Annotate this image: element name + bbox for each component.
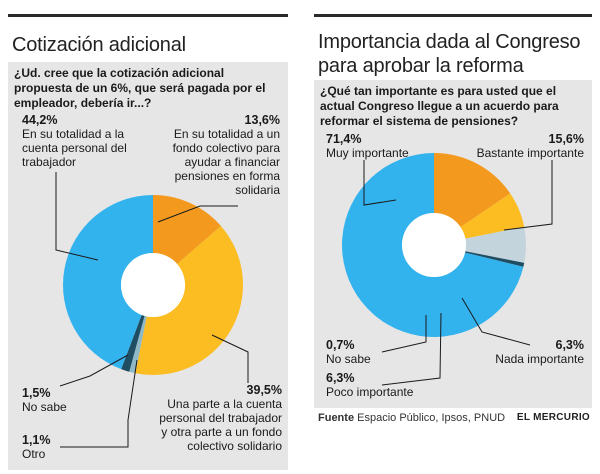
source-text: Espacio Público, Ipsos, PNUD bbox=[357, 412, 506, 424]
donut-slice bbox=[465, 226, 526, 263]
leader-line bbox=[55, 172, 99, 261]
leader-line bbox=[461, 297, 531, 346]
label-no-sabe: 0,7% No sabe bbox=[326, 338, 426, 366]
label-pct: 71,4% bbox=[326, 132, 362, 146]
donut-chart-right bbox=[342, 153, 553, 386]
label-pct: 6,3% bbox=[555, 338, 585, 352]
label-nada: 6,3% Nada importante bbox=[474, 338, 584, 366]
source-label: Fuente bbox=[318, 412, 355, 424]
label-mixto: 39,5% Una parte a la cuenta personal del… bbox=[150, 383, 282, 453]
donut-slice bbox=[153, 195, 221, 265]
label-poco: 6,3% Poco importante bbox=[326, 371, 436, 399]
label-no-sabe: 1,5% No sabe bbox=[22, 386, 112, 414]
label-text: Poco importante bbox=[326, 385, 414, 399]
donut-slice bbox=[62, 195, 153, 370]
label-text: En su totalidad a la cuenta personal del… bbox=[22, 127, 127, 169]
left-panel: Cotización adicional ¿Ud. cree que la co… bbox=[0, 0, 296, 474]
label-pct: 0,7% bbox=[326, 338, 355, 352]
label-pct: 39,5% bbox=[246, 383, 282, 397]
label-muy: 71,4% Muy importante bbox=[326, 132, 436, 160]
label-text: Muy importante bbox=[326, 146, 409, 160]
donut-hole bbox=[121, 253, 185, 317]
leader-line bbox=[363, 160, 397, 206]
donut-slice bbox=[129, 315, 147, 374]
label-otro: 1,1% Otro bbox=[22, 433, 112, 461]
label-pct: 6,3% bbox=[326, 371, 355, 385]
donut-slice bbox=[465, 251, 525, 267]
donut-chart-left bbox=[55, 172, 249, 448]
donut-hole bbox=[402, 213, 466, 277]
label-text: Nada importante bbox=[495, 352, 584, 366]
label-text: Otro bbox=[22, 447, 46, 461]
title-rule bbox=[8, 14, 288, 17]
donut-slice bbox=[434, 153, 511, 228]
brand-logo: EL MERCURIO bbox=[516, 412, 590, 423]
question-text: ¿Ud. cree que la cotización adicional pr… bbox=[14, 66, 266, 110]
label-text: Bastante importante bbox=[476, 146, 584, 160]
leader-line bbox=[59, 354, 129, 387]
title-rule bbox=[314, 14, 592, 17]
label-pct: 44,2% bbox=[22, 113, 58, 127]
leader-line bbox=[157, 205, 238, 223]
label-text: No sabe bbox=[326, 352, 371, 366]
label-text: Una parte a la cuenta personal del traba… bbox=[159, 397, 282, 453]
donut-slice bbox=[342, 153, 524, 338]
leader-line bbox=[60, 359, 138, 448]
question-text: ¿Qué tan importante es para usted que el… bbox=[320, 84, 559, 128]
label-pct: 15,6% bbox=[548, 132, 584, 146]
label-pct: 1,1% bbox=[22, 433, 51, 447]
source-line: Fuente Espacio Público, Ipsos, PNUD bbox=[318, 412, 505, 424]
donut-slice bbox=[460, 193, 525, 239]
label-pct: 1,5% bbox=[22, 386, 51, 400]
donut-slice bbox=[135, 225, 244, 376]
label-text: No sabe bbox=[22, 400, 67, 414]
donut-slice bbox=[121, 314, 145, 372]
right-panel: Importancia dada al Congreso para aproba… bbox=[304, 0, 600, 474]
label-bastante: 15,6% Bastante importante bbox=[454, 132, 584, 160]
label-text: En su totalidad a un fondo colectivo par… bbox=[172, 127, 280, 197]
label-cuenta-personal: 44,2% En su totalidad a la cuenta person… bbox=[22, 113, 142, 169]
leader-line bbox=[503, 160, 553, 231]
label-pct: 13,6% bbox=[244, 113, 280, 127]
leader-line bbox=[381, 315, 427, 353]
leader-line bbox=[211, 334, 249, 383]
panel-title: Importancia dada al Congreso para aproba… bbox=[318, 31, 581, 77]
leader-line bbox=[381, 312, 442, 386]
label-fondo-colectivo: 13,6% En su totalidad a un fondo colecti… bbox=[150, 113, 280, 197]
panel-title: Cotización adicional bbox=[12, 34, 186, 56]
